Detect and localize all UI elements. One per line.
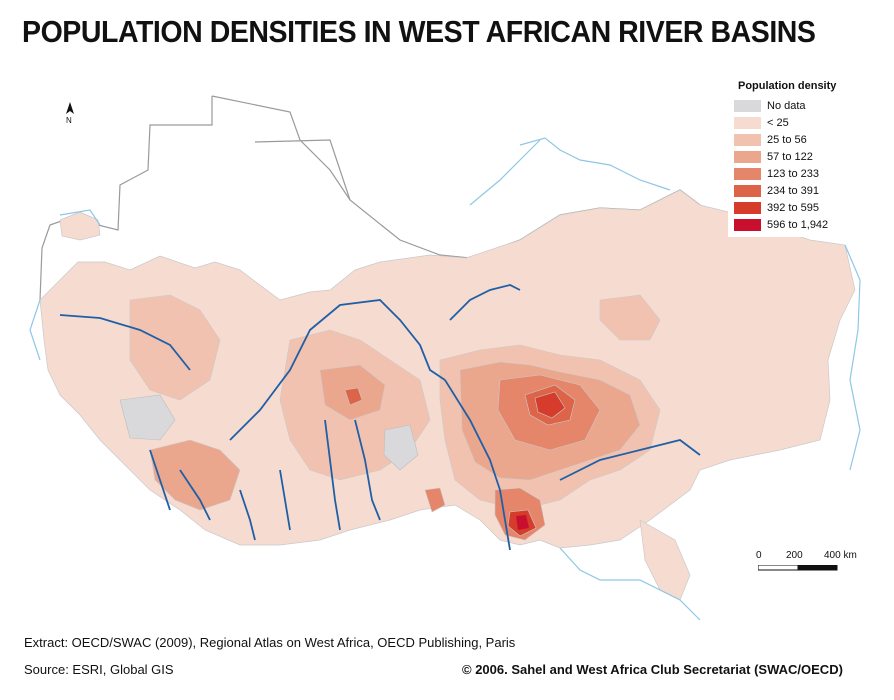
- legend-item: 596 to 1,942: [734, 216, 850, 233]
- legend-item: 57 to 122: [734, 148, 850, 165]
- legend-swatch: [734, 99, 761, 112]
- source-note: Source: ESRI, Global GIS: [24, 662, 174, 677]
- legend-swatch: [734, 150, 761, 163]
- legend-swatch: [734, 167, 761, 180]
- north-arrow: N: [62, 100, 78, 130]
- legend-label: 57 to 122: [767, 150, 813, 163]
- map-title: POPULATION DENSITIES IN WEST AFRICAN RIV…: [22, 14, 816, 49]
- legend-item: < 25: [734, 114, 850, 131]
- legend-swatch: [734, 218, 761, 231]
- legend-swatch: [734, 116, 761, 129]
- legend-label: < 25: [767, 116, 789, 129]
- scale-label-200: 200: [786, 550, 803, 561]
- basin-no-data: [119, 394, 419, 471]
- legend-swatch: [734, 133, 761, 146]
- legend-item: 392 to 595: [734, 199, 850, 216]
- extract-note: Extract: OECD/SWAC (2009), Regional Atla…: [24, 635, 516, 650]
- legend-swatch: [734, 184, 761, 197]
- population-density-map: [29, 95, 861, 621]
- legend-label: 234 to 391: [767, 184, 819, 197]
- north-label: N: [66, 116, 72, 125]
- legend: Population density No data < 25 25 to 56 57…: [728, 74, 856, 237]
- legend-label: 596 to 1,942: [767, 218, 829, 231]
- legend-item: 234 to 391: [734, 182, 850, 199]
- scale-bar: 0 200 400 km: [752, 550, 862, 580]
- legend-item: 123 to 233: [734, 165, 850, 182]
- legend-title: Population density: [738, 80, 837, 92]
- copyright-note: © 2006. Sahel and West Africa Club Secre…: [462, 662, 843, 677]
- legend-swatch: [734, 201, 761, 214]
- legend-item: 25 to 56: [734, 131, 850, 148]
- legend-label: 392 to 595: [767, 201, 819, 214]
- legend-label: No data: [767, 99, 806, 112]
- north-arrow-icon: [66, 102, 74, 114]
- legend-label: 25 to 56: [767, 133, 807, 146]
- legend-item: No data: [734, 97, 850, 114]
- major-rivers: [59, 284, 701, 551]
- minor-rivers: [29, 137, 861, 621]
- legend-items: No data < 25 25 to 56 57 to 122 123 to 233 23…: [734, 97, 850, 233]
- scale-label-400: 400 km: [824, 550, 857, 561]
- scale-label-0: 0: [756, 550, 762, 561]
- legend-label: 123 to 233: [767, 167, 819, 180]
